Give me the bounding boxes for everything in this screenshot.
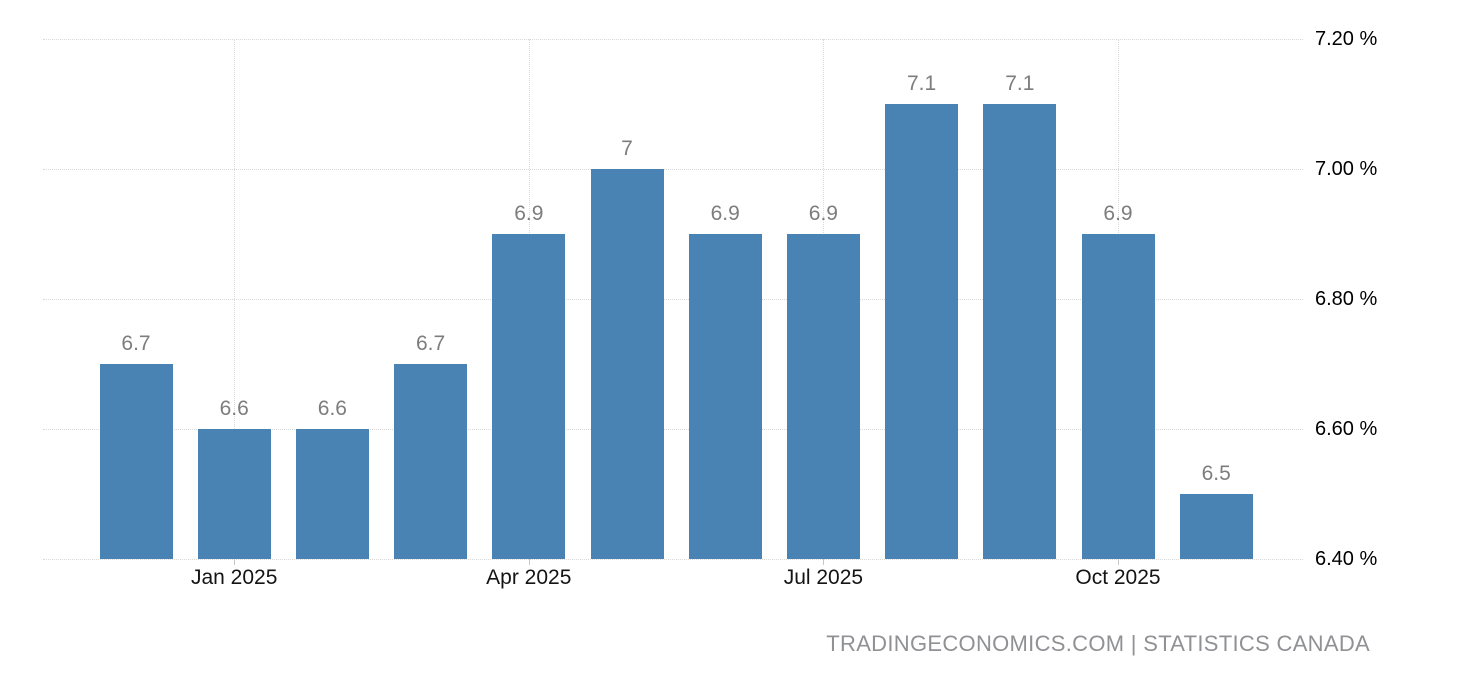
h-gridline <box>43 559 1303 560</box>
y-axis-tick-label: 6.80 % <box>1315 288 1378 310</box>
h-gridline <box>43 429 1303 430</box>
x-axis-tick-label: Jul 2025 <box>783 566 864 589</box>
h-gridline <box>43 299 1303 300</box>
bar[interactable] <box>99 364 173 559</box>
x-axis-tick-mark <box>234 559 236 565</box>
bar-value-label: 6.7 <box>415 332 446 355</box>
bar[interactable] <box>885 104 959 559</box>
bar[interactable] <box>295 429 369 559</box>
x-axis-tick-label: Oct 2025 <box>1075 566 1161 589</box>
h-gridline <box>43 169 1303 170</box>
x-axis-tick-mark <box>528 559 530 565</box>
y-axis-tick-label: 7.00 % <box>1315 158 1378 180</box>
bar[interactable] <box>590 169 664 559</box>
bar[interactable] <box>983 104 1057 559</box>
bar-value-label: 6.6 <box>219 397 249 420</box>
bar-value-label: 6.9 <box>1103 202 1133 225</box>
bar[interactable] <box>786 234 860 559</box>
y-axis-tick-label: 7.20 % <box>1315 28 1378 50</box>
x-axis-tick-label: Apr 2025 <box>486 566 572 589</box>
bar[interactable] <box>197 429 271 559</box>
bar[interactable] <box>1081 234 1155 559</box>
bar[interactable] <box>394 364 468 559</box>
bar[interactable] <box>688 234 762 559</box>
bar-value-label: 6.6 <box>317 397 347 420</box>
attribution-text: TRADINGECONOMICS.COM | STATISTICS CANADA <box>826 631 1370 656</box>
y-axis-tick-label: 6.60 % <box>1315 418 1378 440</box>
bar-value-label: 6.9 <box>514 202 544 225</box>
y-axis-tick-label: 6.40 % <box>1315 548 1378 570</box>
bar-value-label: 7.1 <box>906 72 937 95</box>
x-axis-tick-label: Jan 2025 <box>190 566 278 589</box>
bar-value-label: 6.7 <box>121 332 151 355</box>
bar-value-label: 7.1 <box>1005 72 1035 95</box>
v-gridline <box>234 39 236 559</box>
h-gridline <box>43 39 1303 40</box>
bar-value-label: 6.9 <box>808 202 838 225</box>
bar-value-label: 7 <box>621 137 633 160</box>
x-axis-tick-mark <box>823 559 825 565</box>
bar-value-label: 6.5 <box>1201 462 1231 485</box>
bar[interactable] <box>492 234 566 559</box>
x-axis-tick-mark <box>1118 559 1119 565</box>
bar[interactable] <box>1179 494 1253 559</box>
bar-value-label: 6.9 <box>710 202 740 225</box>
